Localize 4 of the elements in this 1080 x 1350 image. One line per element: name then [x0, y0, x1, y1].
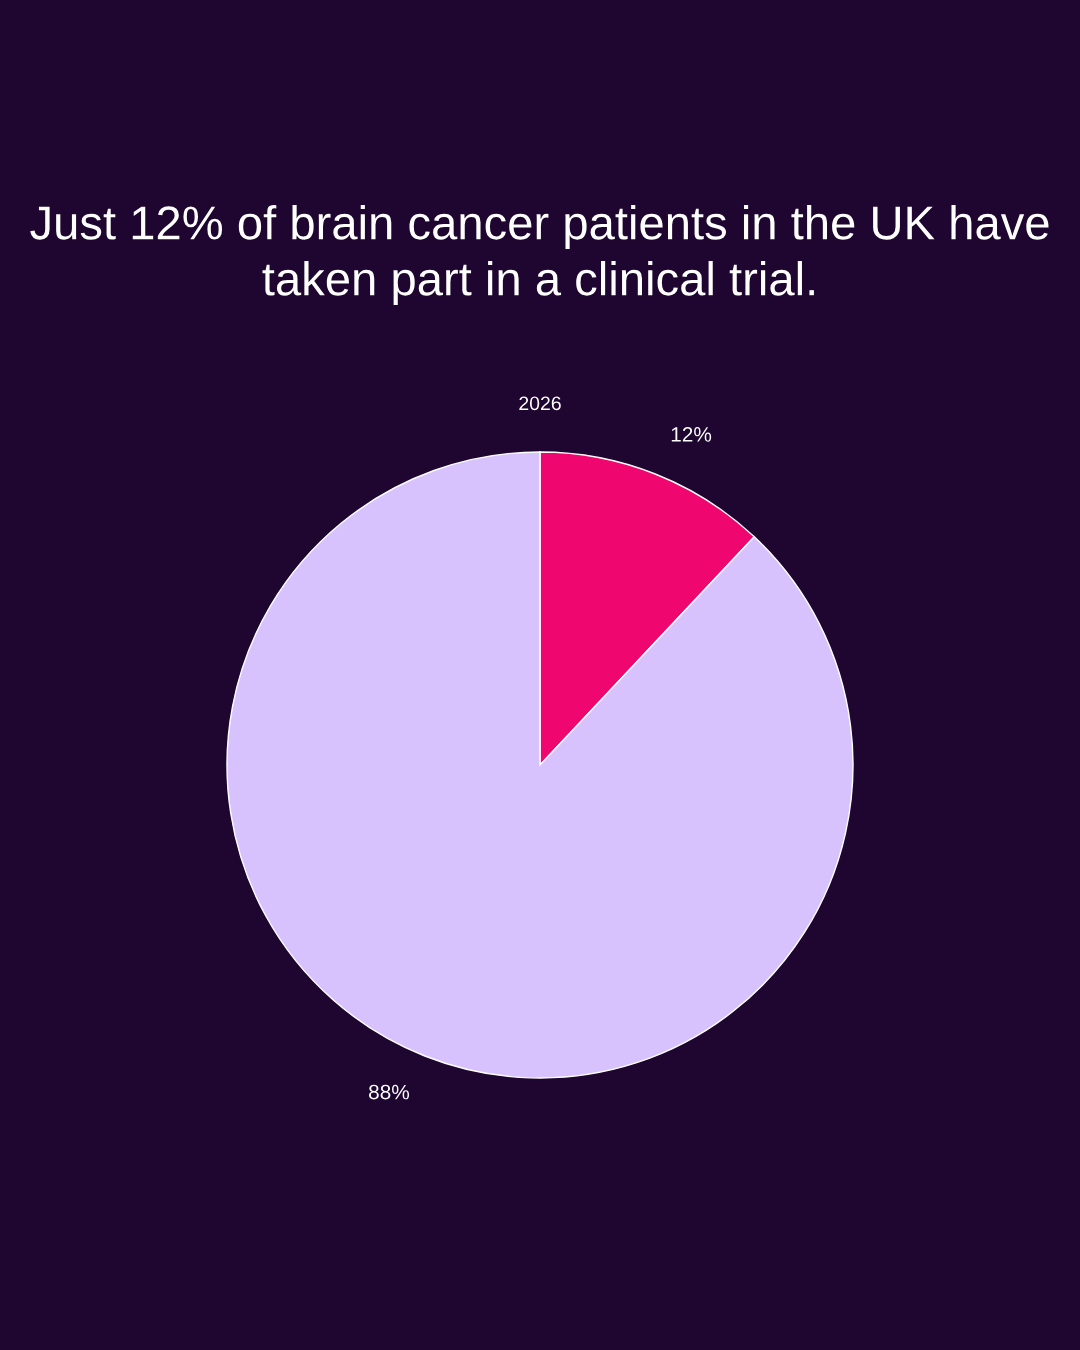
data-label: 88% — [369, 1084, 410, 1100]
chart-title: Just 12% of brain cancer patients in the UK have taken part in a clinical trial. — [30, 204, 1049, 306]
data-label: 12% — [671, 426, 712, 442]
text: 2026 — [519, 396, 561, 411]
